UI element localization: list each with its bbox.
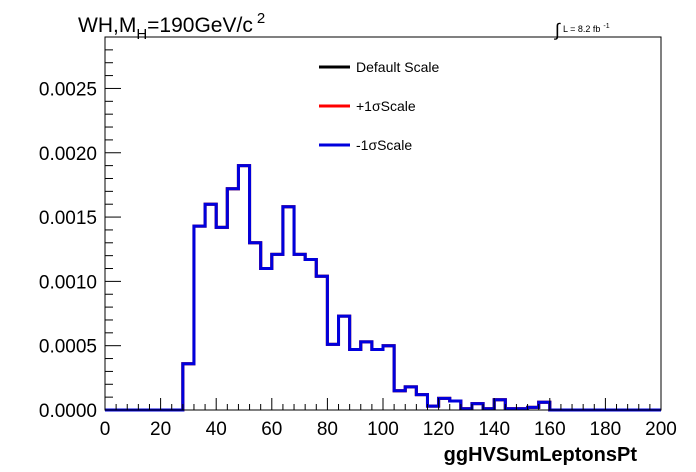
legend-label-0: Default Scale: [356, 59, 439, 75]
y-tick-label: 0.0025: [39, 79, 97, 100]
x-tick-label: 180: [590, 419, 622, 440]
y-tick-label: 0.0015: [39, 208, 97, 229]
y-tick-label: 0.0020: [39, 144, 97, 165]
lumi-superscript: -1: [603, 23, 609, 30]
x-tick-label: 40: [206, 419, 227, 440]
x-tick-label: 160: [534, 419, 566, 440]
title-subscript: H: [136, 26, 147, 43]
x-tick-label: 120: [423, 419, 455, 440]
x-tick-label: 0: [100, 419, 111, 440]
x-tick-label: 200: [645, 419, 677, 440]
x-tick-label: 20: [150, 419, 171, 440]
lumi-integral-sign: ∫: [553, 20, 561, 40]
series-line-2: [105, 164, 661, 412]
y-tick-label: 0.0000: [39, 401, 97, 422]
x-tick-label: 140: [478, 419, 510, 440]
title-superscript: 2: [257, 10, 265, 27]
legend: Default Scale +1σScale -1σScale: [319, 59, 439, 153]
x-tick-label: 80: [317, 419, 338, 440]
x-tick-label: 100: [367, 419, 399, 440]
x-tick-label: 60: [261, 419, 282, 440]
legend-label-2: -1σScale: [356, 137, 412, 153]
y-tick-label: 0.0005: [39, 337, 97, 358]
histogram-series-layer: [105, 164, 661, 412]
x-axis-label: ggHVSumLeptonsPt: [444, 444, 638, 466]
lumi-label: ∫ L = 8.2 fb -1: [553, 20, 610, 40]
y-tick-label: 0.0010: [39, 272, 97, 293]
lumi-text: L = 8.2 fb: [563, 24, 600, 34]
title-rest: =190GeV/c: [147, 14, 253, 37]
axes-layer: 0 20 40 60 80 100 120 140 160 180 200 0.0000 0.0005 0…: [39, 36, 677, 440]
title-main: WH,M: [78, 14, 136, 37]
chart-title: WH,MH=190GeV/c 2: [78, 10, 265, 43]
legend-label-1: +1σScale: [356, 98, 416, 114]
